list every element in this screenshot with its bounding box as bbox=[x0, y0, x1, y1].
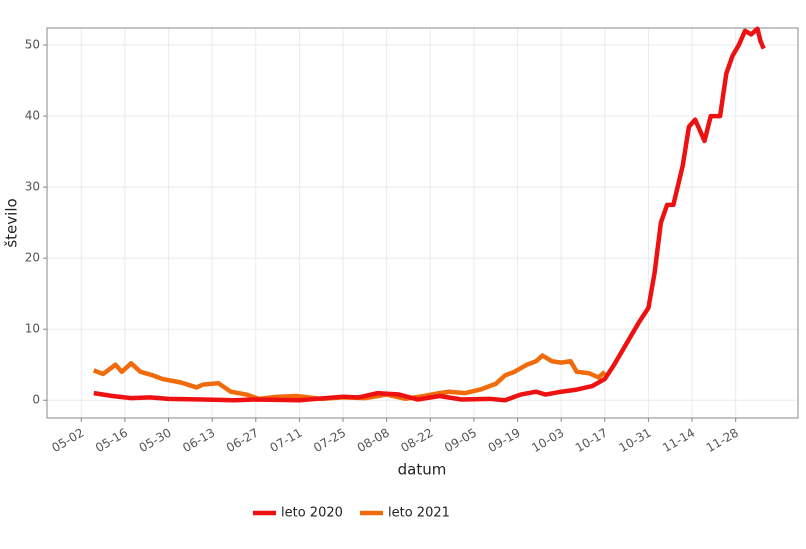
y-tick-label: 30 bbox=[25, 180, 40, 194]
x-axis-title: datum bbox=[398, 461, 447, 479]
y-tick-label: 40 bbox=[25, 109, 40, 123]
y-tick-label: 20 bbox=[25, 251, 40, 265]
plot-border bbox=[46, 27, 799, 419]
line bbox=[93, 26, 766, 403]
y-tick-label: 10 bbox=[25, 322, 40, 336]
legend-text: leto 2021 bbox=[388, 506, 450, 521]
y-tick-label: 0 bbox=[32, 393, 40, 407]
y-axis-title: število bbox=[3, 198, 21, 247]
y-tick-label: 50 bbox=[25, 38, 40, 52]
legend-text: leto 2020 bbox=[281, 506, 343, 521]
line bbox=[92, 353, 607, 402]
